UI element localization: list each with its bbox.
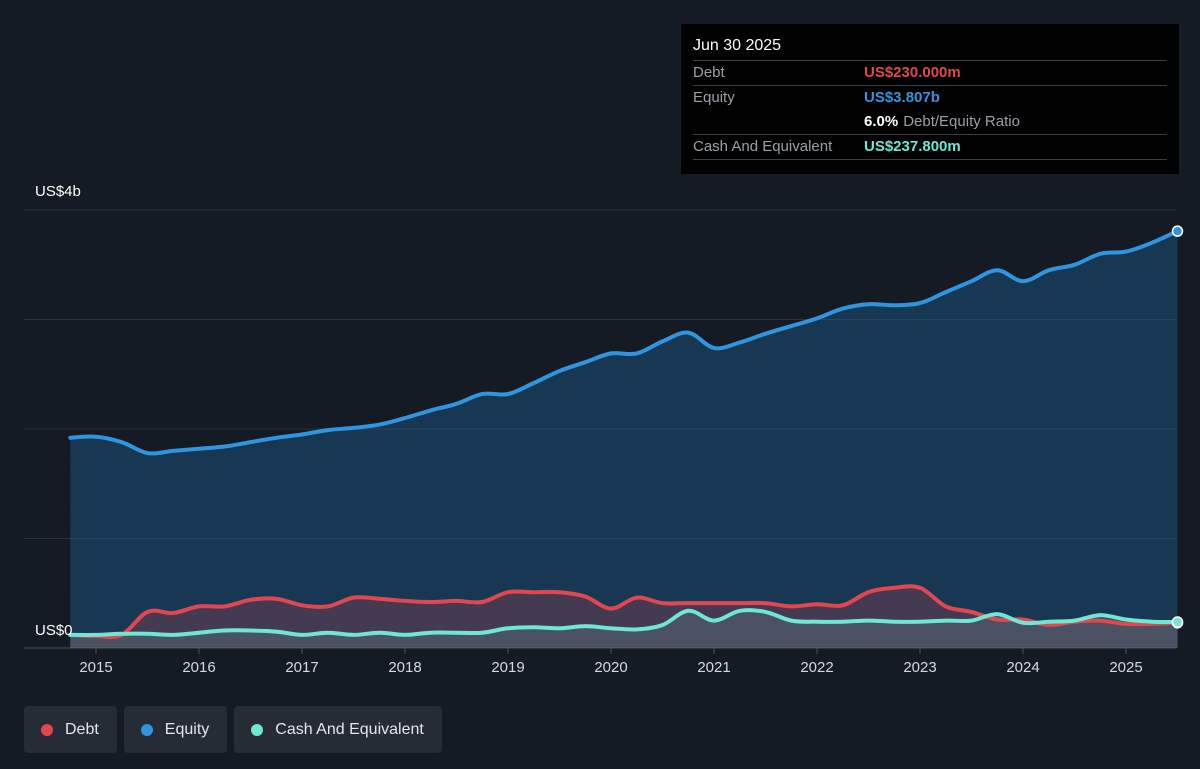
- tooltip-equity-row: Equity US$3.807b: [693, 85, 1167, 110]
- tooltip-ratio-label: Debt/Equity Ratio: [903, 113, 1020, 130]
- tooltip-ratio-value: 6.0%: [864, 113, 899, 130]
- legend-label-cash: Cash And Equivalent: [275, 720, 424, 738]
- x-tick-label-2015: 2015: [79, 659, 112, 676]
- series-areas: [70, 231, 1178, 648]
- line-equity: [68, 229, 1180, 456]
- tooltip-equity-value: US$3.807b: [864, 89, 940, 106]
- tooltip-debt-value: US$230.000m: [864, 64, 961, 81]
- legend-dot-debt: [41, 723, 53, 736]
- y-axis-top-label: US$4b: [35, 183, 81, 200]
- x-tick-label-2017: 2017: [285, 659, 318, 676]
- y-axis-bottom-label: US$0: [35, 622, 73, 639]
- tooltip-cash-value: US$237.800m: [864, 138, 961, 155]
- tooltip-cash-label: Cash And Equivalent: [693, 138, 833, 155]
- x-tick-label-2016: 2016: [182, 659, 215, 676]
- endpoint-cash-and-equivalent: [1171, 616, 1184, 628]
- data-tooltip: Jun 30 2025 Debt US$230.000m Equity US$3…: [681, 24, 1179, 174]
- legend-label-equity: Equity: [164, 720, 210, 738]
- x-tick-label-2022: 2022: [800, 659, 833, 676]
- x-tick-label-2021: 2021: [697, 659, 730, 676]
- endpoint-equity: [1171, 225, 1184, 237]
- line-cash-and-equivalent: [68, 608, 1180, 637]
- legend-label-debt: Debt: [65, 720, 99, 738]
- legend-dot-equity: [140, 723, 153, 736]
- x-axis-ticks: 2015 2016 2017 2018 2019 2020 2021 2022 2023 2024…: [79, 648, 1143, 676]
- area-cash-and-equivalent: [70, 610, 1178, 648]
- x-tick-label-2018: 2018: [388, 659, 421, 676]
- tooltip-cash-row: Cash And Equivalent US$237.800m: [693, 134, 1167, 160]
- legend-item-equity[interactable]: Equity: [123, 706, 228, 753]
- legend: Debt Equity Cash And Equivalent: [24, 706, 442, 753]
- grid-lines: [24, 209, 1176, 649]
- tooltip-ratio-row: 6.0% Debt/Equity Ratio: [693, 110, 1167, 134]
- series-endpoints: [1171, 225, 1184, 629]
- legend-item-cash[interactable]: Cash And Equivalent: [234, 706, 442, 753]
- x-tick-label-2025: 2025: [1109, 659, 1142, 676]
- x-tick-label-2024: 2024: [1006, 659, 1039, 676]
- tooltip-date: Jun 30 2025: [693, 37, 782, 54]
- legend-dot-cash: [251, 723, 264, 736]
- legend-item-debt[interactable]: Debt: [24, 706, 117, 753]
- tooltip-debt-label: Debt: [693, 64, 725, 81]
- tooltip-equity-label: Equity: [693, 89, 735, 106]
- x-tick-label-2023: 2023: [903, 659, 936, 676]
- line-debt: [68, 584, 1180, 640]
- x-tick-label-2020: 2020: [594, 659, 627, 676]
- tooltip-debt-row: Debt US$230.000m: [693, 60, 1167, 85]
- x-tick-label-2019: 2019: [491, 659, 524, 676]
- area-equity: [70, 231, 1178, 648]
- series-lines: [68, 229, 1180, 640]
